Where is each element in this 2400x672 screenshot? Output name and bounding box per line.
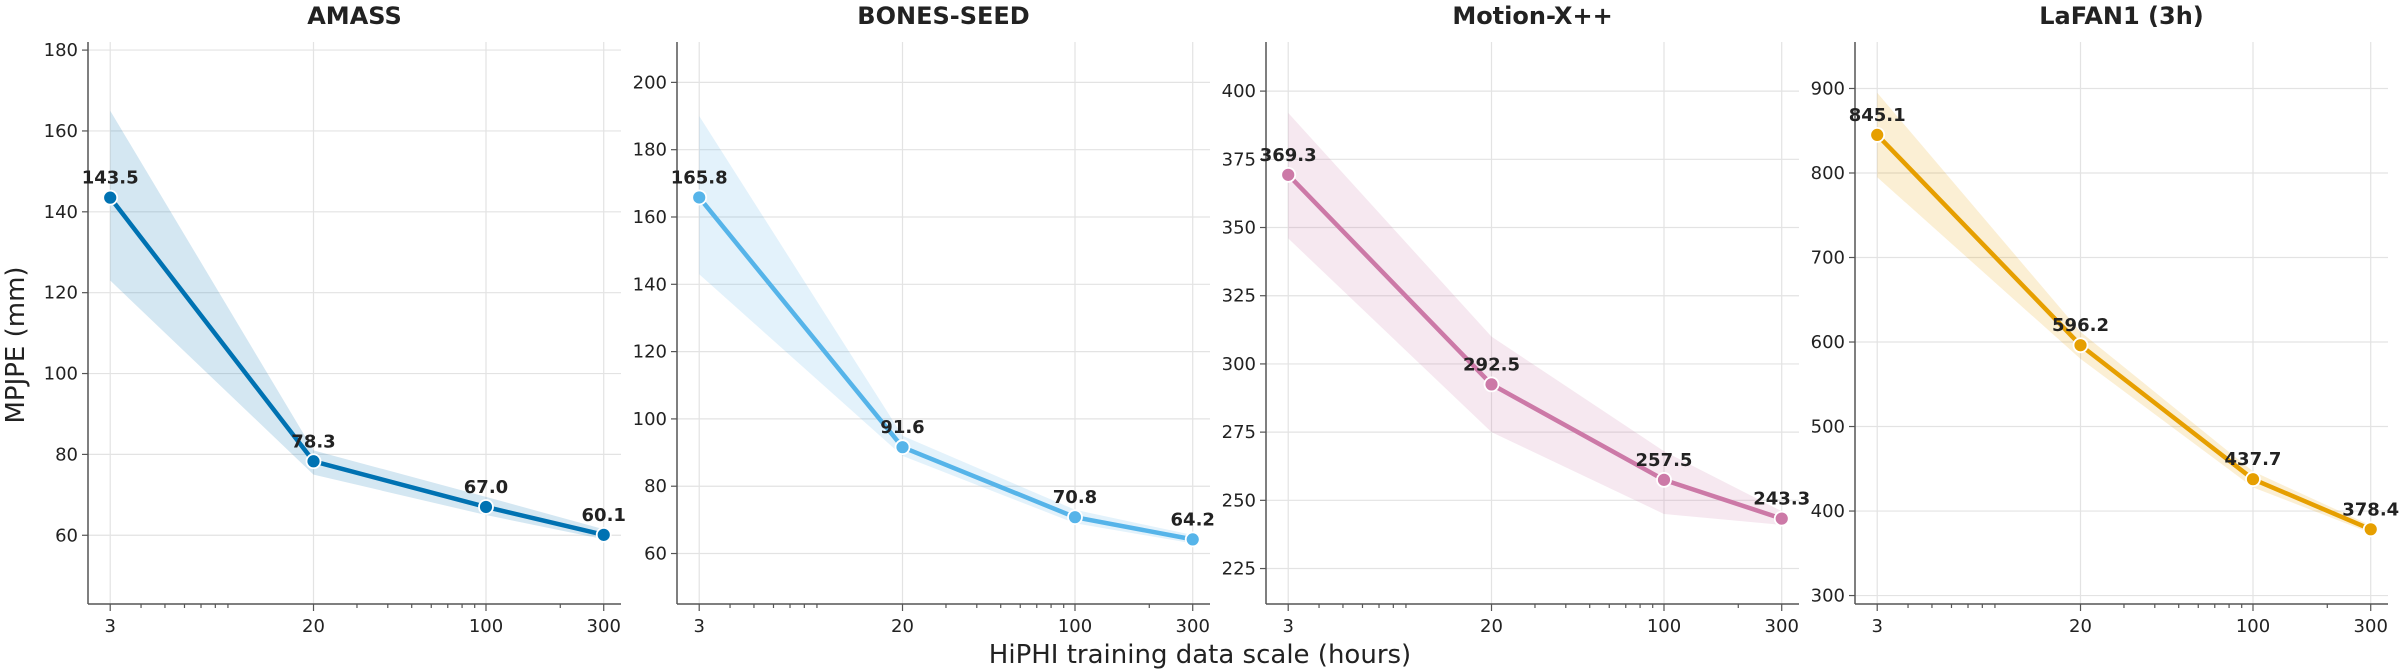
y-tick-label: 300 (1222, 354, 1256, 375)
data-label: 437.7 (2225, 449, 2282, 470)
data-label: 91.6 (880, 417, 924, 438)
y-tick-label: 600 (1811, 332, 1845, 353)
y-tick-label: 800 (1811, 163, 1845, 184)
data-point (1869, 126, 1886, 143)
data-point (595, 526, 612, 543)
y-tick-label: 120 (44, 283, 78, 304)
y-axis-label: MPJPE (mm) (1, 266, 31, 423)
data-label: 257.5 (1636, 450, 1693, 471)
y-tick-label: 500 (1811, 417, 1845, 438)
y-tick-label: 250 (1222, 490, 1256, 511)
data-label: 78.3 (291, 431, 335, 452)
x-tick-label: 300 (1765, 616, 1799, 637)
data-point (1656, 471, 1672, 488)
data-label: 67.0 (464, 477, 508, 498)
data-label: 243.3 (1753, 489, 1810, 510)
y-tick-label: 140 (44, 202, 78, 223)
panel-title: Motion-X++ (1452, 2, 1612, 30)
panel-title: LaFAN1 (3h) (2039, 2, 2204, 30)
y-tick-label: 60 (55, 525, 78, 546)
x-tick-label: 20 (302, 616, 325, 637)
data-point (478, 499, 494, 515)
data-label: 70.8 (1053, 487, 1097, 508)
y-tick-label: 80 (55, 444, 78, 465)
x-tick-label: 100 (1647, 616, 1681, 637)
panel-title: AMASS (307, 2, 402, 30)
confidence-band (1877, 92, 2371, 534)
x-tick-label: 20 (2069, 616, 2092, 637)
y-tick-label: 225 (1222, 559, 1256, 580)
y-tick-label: 60 (644, 544, 667, 565)
y-tick-label: 375 (1222, 149, 1256, 170)
data-label: 378.4 (2342, 499, 2399, 520)
series-line (1285, 172, 1784, 521)
x-tick-label: 300 (1176, 616, 1210, 637)
data-label: 143.5 (82, 168, 139, 189)
panel-title: BONES-SEED (857, 2, 1029, 30)
x-axis-label: HiPHI training data scale (hours) (989, 640, 1411, 670)
data-label: 292.5 (1463, 354, 1520, 375)
y-tick-label: 275 (1222, 422, 1256, 443)
x-tick-label: 3 (693, 616, 704, 637)
y-tick-label: 160 (44, 121, 78, 142)
data-point (1184, 531, 1201, 548)
y-tick-label: 350 (1222, 218, 1256, 239)
data-point (2362, 521, 2379, 538)
data-point (2245, 471, 2261, 488)
x-tick-label: 300 (2354, 616, 2388, 637)
x-tick-label: 100 (469, 616, 503, 637)
x-tick-label: 20 (1480, 616, 1503, 637)
y-tick-label: 100 (44, 364, 78, 385)
data-label: 60.1 (582, 505, 626, 526)
chart-panels: 60 80 100 120 140 160 180 3 20 100 300 143.5 78.3 67.… (44, 2, 2400, 637)
y-tick-label: 400 (1222, 81, 1256, 102)
chart-panel-3: 225 250 275 300 325 350 375 400 3 20 100 300 369.3 29… (1222, 2, 1811, 637)
series-line (1874, 132, 2373, 532)
x-tick-label: 3 (1282, 616, 1293, 637)
confidence-band (1288, 112, 1782, 525)
x-tick-label: 100 (1058, 616, 1092, 637)
x-tick-label: 300 (587, 616, 621, 637)
y-tick-label: 325 (1222, 286, 1256, 307)
x-tick-label: 3 (104, 616, 115, 637)
series-line (696, 195, 1195, 542)
x-tick-label: 20 (891, 616, 914, 637)
x-tick-label: 100 (2236, 616, 2270, 637)
data-point (1483, 376, 1500, 393)
x-tick-label: 3 (1871, 616, 1882, 637)
y-tick-label: 300 (1811, 586, 1845, 607)
series-line (107, 195, 606, 538)
y-tick-label: 120 (633, 342, 667, 363)
data-point (2072, 337, 2089, 354)
y-tick-label: 180 (44, 40, 78, 61)
y-tick-label: 400 (1811, 501, 1845, 522)
data-label: 596.2 (2052, 315, 2109, 336)
y-tick-label: 100 (633, 409, 667, 430)
data-point (1280, 166, 1297, 183)
data-point (691, 189, 708, 206)
data-label: 165.8 (671, 167, 728, 188)
y-tick-label: 900 (1811, 78, 1845, 99)
data-point (305, 453, 322, 470)
data-label: 845.1 (1849, 105, 1906, 126)
confidence-band (699, 116, 1193, 544)
y-tick-label: 140 (633, 274, 667, 295)
y-tick-label: 180 (633, 140, 667, 161)
chart-panel-1: 60 80 100 120 140 160 180 3 20 100 300 143.5 78.3 67.… (44, 2, 626, 637)
y-tick-label: 80 (644, 476, 667, 497)
data-label: 369.3 (1260, 145, 1317, 166)
y-tick-label: 160 (633, 207, 667, 228)
data-point (894, 439, 911, 456)
data-point (1067, 509, 1083, 526)
data-point (1773, 510, 1790, 527)
chart-panel-2: 60 80 100 120 140 160 180 200 3 20 100 300 165.8 91.6… (633, 2, 1215, 637)
y-tick-label: 200 (633, 72, 667, 93)
data-label: 64.2 (1171, 509, 1215, 530)
data-point (102, 189, 119, 206)
y-tick-label: 700 (1811, 248, 1845, 269)
chart-panel-4: 300 400 500 600 700 800 900 3 20 100 300 845.1 596.2… (1811, 2, 2400, 637)
